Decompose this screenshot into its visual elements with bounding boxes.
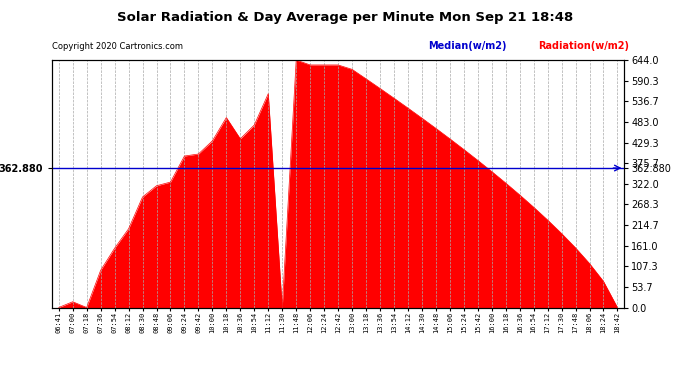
Text: Median(w/m2): Median(w/m2) xyxy=(428,40,506,51)
Text: Solar Radiation & Day Average per Minute Mon Sep 21 18:48: Solar Radiation & Day Average per Minute… xyxy=(117,11,573,24)
Text: Copyright 2020 Cartronics.com: Copyright 2020 Cartronics.com xyxy=(52,42,183,51)
Text: Radiation(w/m2): Radiation(w/m2) xyxy=(538,40,629,51)
